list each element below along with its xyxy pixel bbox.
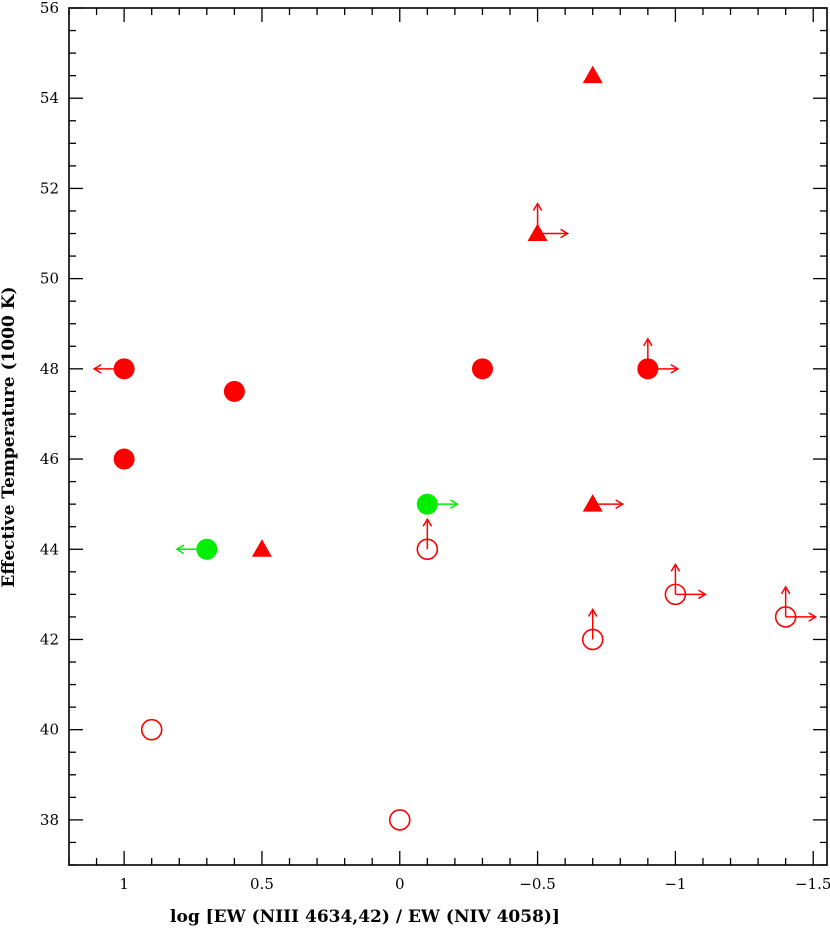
x-tick-label: −1	[664, 875, 686, 893]
y-axis-title: Effective Temperature (1000 K)	[0, 286, 19, 587]
data-point-filled-circle	[196, 538, 218, 560]
data-point-filled-triangle	[251, 539, 272, 557]
data-point-open-circle	[774, 606, 797, 628]
x-axis-title: log [EW (NIII 4634,42) / EW (NIV 4058)]	[170, 907, 560, 927]
data-point-filled-circle	[223, 380, 245, 402]
data-points	[92, 65, 818, 831]
limit-arrow-up	[670, 562, 681, 595]
y-tick-label: 54	[40, 89, 59, 107]
data-point-filled-triangle	[527, 223, 548, 242]
plot-frame	[68, 7, 828, 866]
y-tick-label: 40	[40, 721, 59, 739]
y-tick-label: 52	[40, 179, 59, 197]
x-tick-label: 0.5	[250, 875, 274, 893]
y-tick-label: 44	[40, 540, 59, 558]
data-point-filled-circle	[416, 493, 438, 515]
data-point-filled-circle	[471, 358, 493, 380]
limit-arrow-up	[422, 517, 433, 550]
x-tick-label: −0.5	[519, 875, 555, 893]
data-point-open-circle	[416, 538, 439, 561]
x-tick-label: 0	[395, 875, 405, 893]
data-point-filled-triangle	[582, 494, 603, 512]
axis-tick-labels: 1 0.5 0 −0.5 −1 −1.5 38 40 42 44 46 48 50 52 54 56	[40, 0, 830, 893]
y-tick-label: 38	[40, 811, 59, 829]
x-tick-label: 1	[119, 875, 129, 893]
x-tick-label: −1.5	[795, 875, 830, 893]
limit-arrow-right	[675, 589, 707, 600]
data-point-open-circle	[664, 583, 687, 606]
data-point-open-circle	[388, 809, 411, 831]
data-point-filled-circle	[113, 358, 135, 380]
axis-ticks	[68, 7, 827, 866]
limit-arrow-up	[587, 608, 598, 640]
limit-arrow-up	[780, 585, 791, 617]
y-tick-label: 56	[40, 0, 59, 17]
data-point-filled-circle	[637, 358, 659, 380]
data-point-open-circle	[581, 628, 604, 651]
data-point-open-circle	[140, 718, 163, 741]
data-point-filled-triangle	[582, 65, 603, 84]
limit-arrow-right	[785, 612, 818, 622]
data-point-filled-circle	[113, 448, 135, 470]
y-tick-label: 46	[40, 450, 59, 468]
y-tick-label: 50	[40, 270, 59, 288]
y-tick-label: 42	[40, 630, 59, 648]
y-tick-label: 48	[40, 360, 59, 378]
